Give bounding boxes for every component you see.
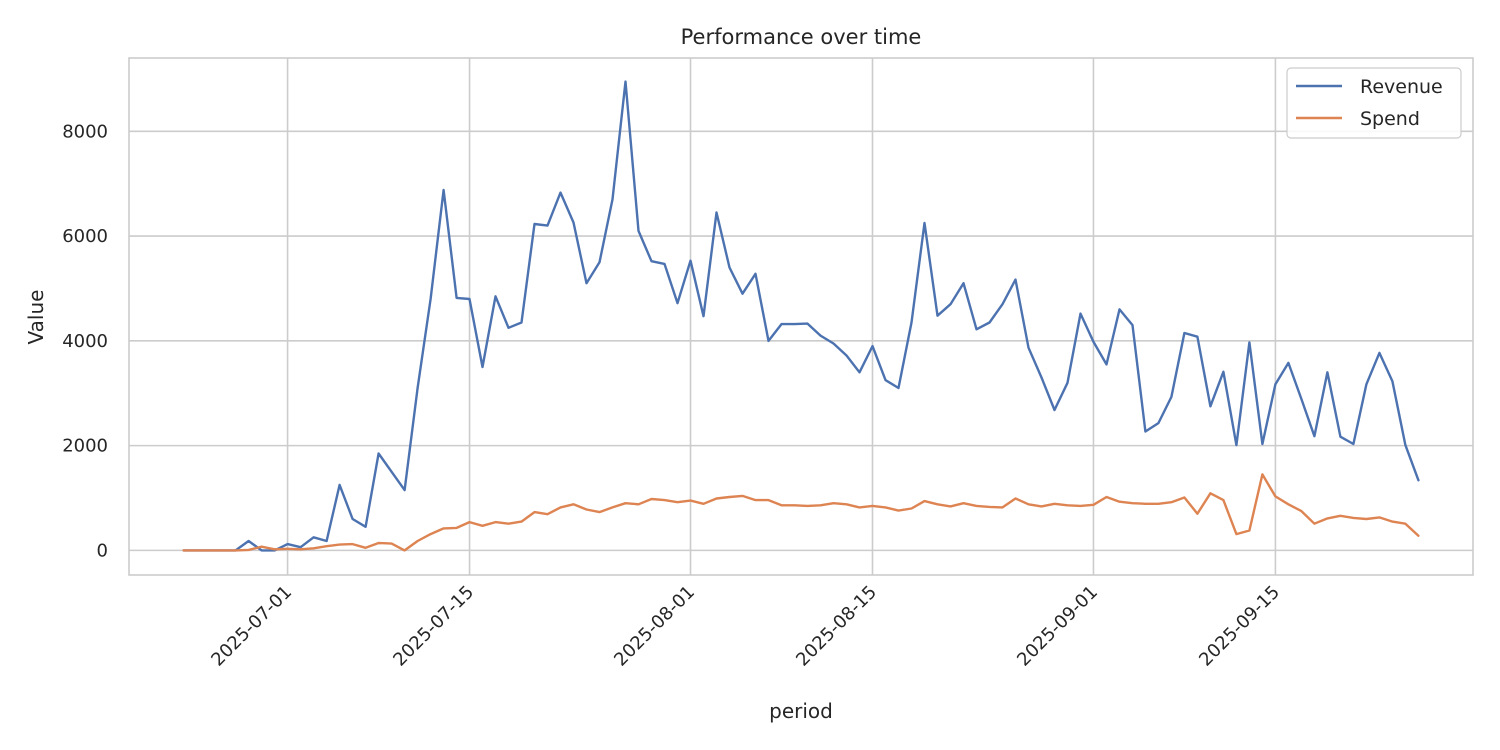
y-tick-label: 2000 [62, 436, 108, 457]
chart-title: Performance over time [681, 25, 922, 49]
legend: Revenue Spend [1286, 67, 1462, 139]
y-tick-label: 8000 [62, 121, 108, 142]
series-line-revenue [182, 80, 1420, 552]
y-axis-ticks: 0 2000 4000 6000 8000 [62, 121, 108, 561]
legend-label-revenue: Revenue [1360, 76, 1443, 98]
y-tick-label: 6000 [62, 226, 108, 247]
grid [129, 58, 1473, 575]
series-line-spend [182, 473, 1420, 552]
y-axis-title: Value [24, 290, 48, 345]
y-tick-label: 4000 [62, 331, 108, 352]
y-tick-label: 0 [97, 540, 108, 561]
plot-frame [128, 57, 1474, 576]
legend-label-spend: Spend [1360, 108, 1420, 130]
series-lines [182, 80, 1420, 552]
x-axis-title: period [769, 699, 833, 723]
